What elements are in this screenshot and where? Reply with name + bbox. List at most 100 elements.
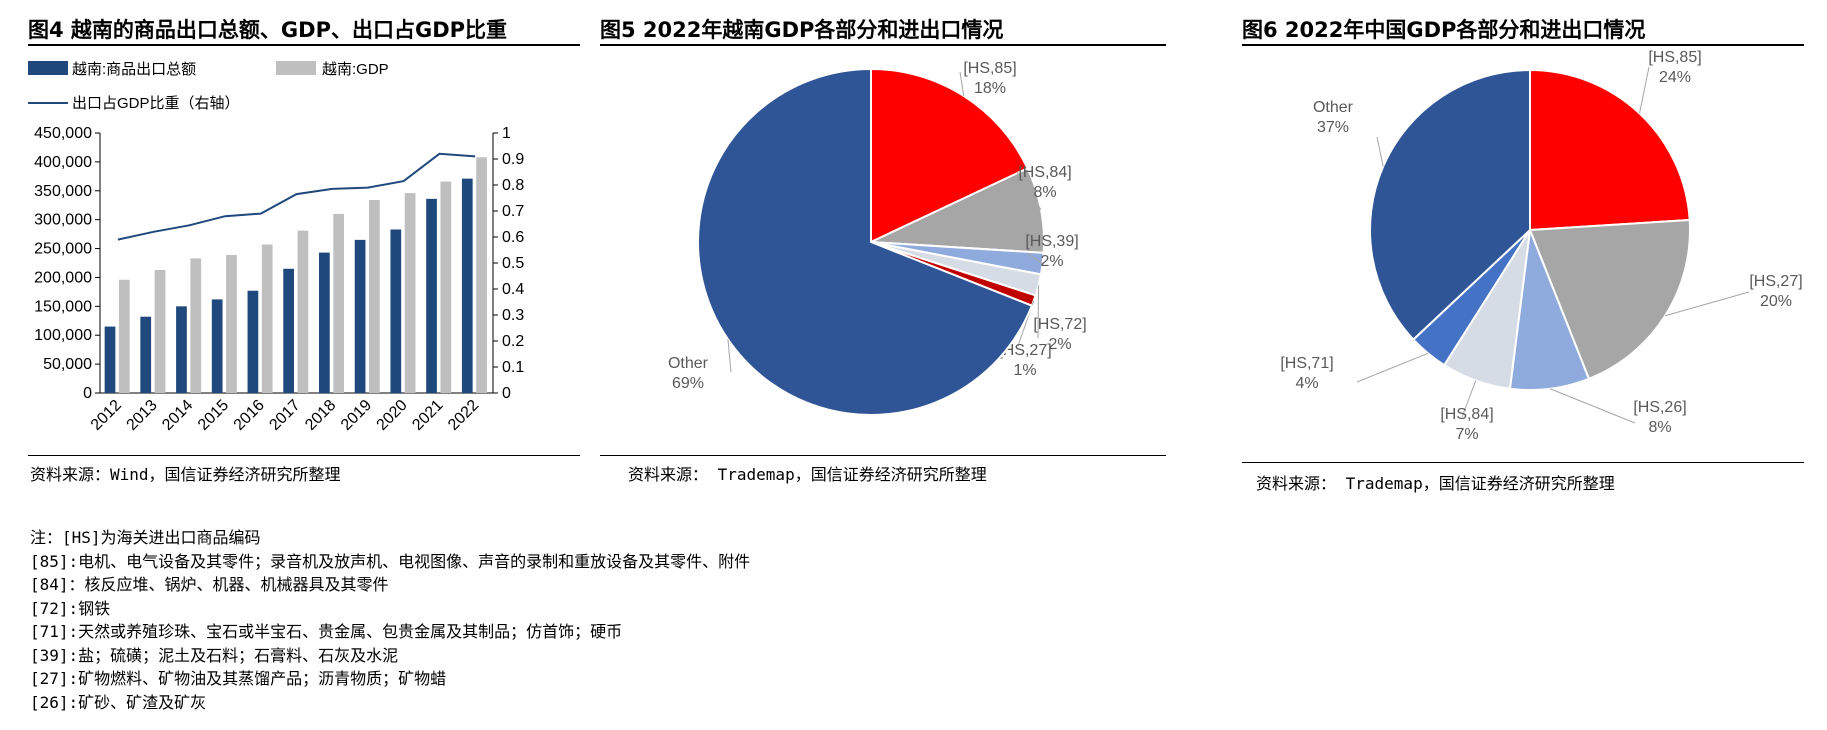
- fig5-slice-percent: 2%: [1048, 336, 1071, 353]
- line-ratio: [117, 152, 476, 241]
- fig4-title: 图4 越南的商品出口总额、GDP、出口占GDP比重: [28, 18, 508, 42]
- fig5-slice-percent: 8%: [1033, 184, 1056, 201]
- note-line: 注：[HS]为海关进出口商品编码: [30, 528, 261, 547]
- note-line: [39]:盐；硫磺；泥土及石料；石膏料、石灰及水泥: [30, 645, 399, 665]
- bar-gdp: [226, 254, 237, 393]
- fig4-bottom-rule: [28, 455, 580, 456]
- fig5-pie-chart: [HS,85]18%[HS,84]8%[HS,39]2%[HS,72]2%[HS…: [668, 60, 1087, 416]
- fig5-slice-code: [HS,85]: [963, 60, 1016, 77]
- x-axis-tick-label: 2016: [231, 397, 268, 434]
- bar-exports: [319, 252, 330, 393]
- fig6-leader-line: [1664, 291, 1750, 317]
- fig5-leader-line: [1026, 252, 1043, 265]
- right-axis-tick-label: 0: [502, 385, 511, 402]
- bar-exports: [390, 229, 402, 393]
- bar-exports: [354, 239, 366, 393]
- bar-gdp: [154, 269, 166, 393]
- bar-gdp: [333, 213, 345, 393]
- left-axis-tick-label: 250,000: [34, 241, 92, 258]
- legend-label-exports: 越南:商品出口总额: [72, 61, 196, 78]
- fig5-leader-line: [1016, 171, 1042, 210]
- fig6-slice-code: [HS,85]: [1648, 49, 1701, 66]
- left-axis-tick-label: 0: [83, 385, 92, 402]
- fig5-bottom-rule: [600, 455, 1166, 456]
- right-axis-tick-label: 0.5: [502, 255, 524, 272]
- bar-exports: [461, 178, 473, 393]
- bar-exports: [247, 290, 259, 393]
- bar-gdp: [190, 258, 202, 393]
- right-axis-tick-label: 0.4: [502, 281, 524, 298]
- fig6-slice-percent: 24%: [1659, 69, 1691, 86]
- bar-exports: [176, 306, 187, 393]
- left-axis-tick-label: 350,000: [34, 183, 92, 200]
- bar-gdp: [476, 157, 487, 393]
- fig6-leader-line: [1376, 136, 1384, 167]
- x-axis-tick-label: 2015: [195, 397, 232, 434]
- fig5-slice-code: [HS,27]: [998, 342, 1051, 359]
- legend-label-ratio: 出口占GDP比重（右轴）: [72, 95, 240, 112]
- note-line: [27]:矿物燃料、矿物油及其蒸馏产品；沥青物质；矿物蜡: [30, 669, 447, 688]
- right-axis-tick-label: 0.2: [502, 333, 524, 350]
- fig6-slice-percent: 37%: [1317, 119, 1349, 136]
- x-axis-tick-label: 2018: [302, 397, 339, 434]
- fig6-leader-line: [1639, 66, 1650, 114]
- right-axis-tick-label: 1: [502, 125, 511, 142]
- left-axis-tick-label: 150,000: [34, 298, 92, 315]
- fig5-slice-code: [HS,84]: [1018, 164, 1071, 181]
- fig6-slice-percent: 7%: [1455, 426, 1478, 443]
- fig6-slice-code: Other: [1313, 99, 1354, 116]
- fig4-title-rule: [28, 44, 580, 46]
- bar-gdp: [440, 181, 452, 393]
- bar-gdp: [118, 279, 130, 393]
- note-line: [26]:矿砂、矿渣及矿灰: [30, 692, 207, 712]
- fig6-title-rule: [1242, 44, 1804, 46]
- fig5-leader-line: [1037, 285, 1040, 339]
- fig6-slice-percent: 4%: [1295, 375, 1318, 392]
- left-axis-tick-label: 400,000: [34, 154, 92, 171]
- fig5-slice-code: [HS,39]: [1025, 233, 1078, 250]
- fig5-slice-code: Other: [668, 355, 709, 372]
- fig6-slice-code: [HS,71]: [1280, 355, 1333, 372]
- fig4-chart: 越南:商品出口总额 越南:GDP 出口占GDP比重（右轴） 0 50,000 100,00…: [28, 61, 524, 434]
- note-line: [84]：核反应堆、锅炉、机器、机械器具及其零件: [30, 575, 389, 594]
- note-line: [71]:天然或养殖珍珠、宝石或半宝石、贵金属、包贵金属及其制品；仿首饰；硬币: [30, 622, 623, 641]
- bar-gdp: [404, 193, 416, 393]
- bar-exports: [426, 198, 437, 393]
- bar-exports: [211, 299, 223, 393]
- fig5-source: 资料来源： Trademap，国信证券经济研究所整理: [628, 465, 987, 484]
- fig6-bottom-rule: [1242, 462, 1804, 463]
- x-axis-tick-label: 2013: [124, 397, 161, 434]
- fig6-pie-chart: [HS,85] 24% [HS,27] 20% [HS,26] 8% [HS,84] 7% [H…: [1280, 49, 1802, 443]
- note-line: [85]:电机、电气设备及其零件；录音机及放声机、电视图像、声音的录制和重放设备…: [30, 551, 751, 571]
- fig5-slice-code: [HS,72]: [1033, 316, 1086, 333]
- fig6-leader-line: [1549, 388, 1636, 424]
- fig5-slice: [697, 67, 1034, 416]
- fig6-slice: [1529, 68, 1691, 232]
- x-axis-tick-label: 2012: [88, 397, 125, 434]
- fig6-slice-code: [HS,27]: [1749, 273, 1802, 290]
- left-axis-tick-label: 450,000: [34, 125, 92, 142]
- fig5-leader-line: [959, 71, 965, 97]
- bar-gdp: [261, 244, 273, 393]
- bar-exports: [140, 316, 152, 393]
- bar-exports: [104, 326, 116, 393]
- fig6-slice-code: [HS,84]: [1440, 406, 1493, 423]
- fig5-slice-percent: 1%: [1013, 362, 1036, 379]
- legend-label-gdp: 越南:GDP: [322, 61, 389, 78]
- fig5-slice-percent: 18%: [974, 80, 1006, 97]
- fig5-slice-percent: 2%: [1040, 253, 1063, 270]
- fig4-source: 资料来源：Wind，国信证券经济研究所整理: [30, 465, 341, 484]
- left-axis-tick-label: 50,000: [43, 356, 92, 373]
- x-axis-tick-label: 2014: [159, 397, 196, 434]
- bar-exports: [283, 268, 294, 393]
- right-axis-tick-label: 0.6: [502, 229, 524, 246]
- fig6-slice-percent: 20%: [1760, 293, 1792, 310]
- note-line: [72]:钢铁: [30, 598, 111, 618]
- fig6-slice-percent: 8%: [1648, 419, 1671, 436]
- left-axis-tick-label: 100,000: [34, 327, 92, 344]
- fig6-source: 资料来源： Trademap，国信证券经济研究所整理: [1256, 474, 1615, 493]
- fig5-leader-line: [727, 339, 732, 373]
- bar-gdp: [297, 230, 309, 393]
- x-axis-tick-label: 2022: [445, 397, 482, 434]
- right-axis-tick-label: 0.3: [502, 307, 524, 324]
